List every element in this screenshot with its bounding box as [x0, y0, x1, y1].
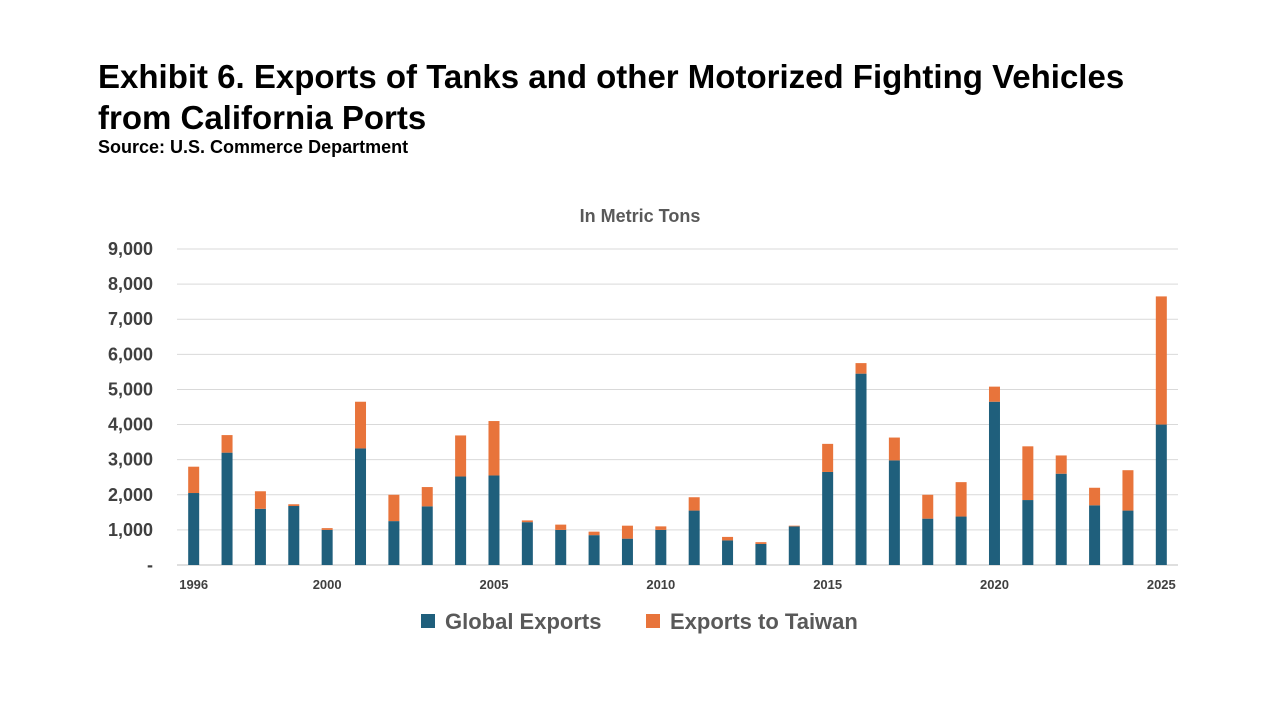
y-tick-label: 7,000: [108, 309, 153, 329]
bar-exports-to-taiwan-2004: [455, 435, 467, 477]
bar-exports-to-taiwan-2009: [621, 525, 633, 539]
bar-exports-to-taiwan-2011: [688, 497, 700, 511]
bar-global-exports-2008: [588, 535, 600, 565]
bar-exports-to-taiwan-2017: [888, 437, 900, 461]
bar-exports-to-taiwan-2024: [1122, 470, 1134, 511]
bar-global-exports-2017: [888, 460, 900, 565]
bar-global-exports-2006: [521, 522, 533, 565]
bar-global-exports-2011: [688, 510, 700, 565]
y-tick-label: 8,000: [108, 274, 153, 294]
bar-exports-to-taiwan-2006: [521, 520, 533, 523]
bar-global-exports-2023: [1089, 505, 1101, 565]
x-tick-label: 2020: [980, 577, 1009, 592]
bar-global-exports-2025: [1155, 424, 1167, 565]
bar-exports-to-taiwan-2022: [1055, 455, 1067, 474]
bar-exports-to-taiwan-2000: [321, 528, 333, 530]
bar-exports-to-taiwan-2010: [655, 526, 667, 530]
x-tick-label: 2015: [813, 577, 842, 592]
bar-exports-to-taiwan-2023: [1089, 487, 1101, 506]
gridlines: [177, 248, 1178, 566]
y-tick-label: 2,000: [108, 485, 153, 505]
y-tick-label: 3,000: [108, 450, 153, 470]
bar-exports-to-taiwan-2002: [388, 494, 400, 522]
bar-exports-to-taiwan-2020: [988, 386, 1000, 402]
x-tick-label: 1996: [179, 577, 208, 592]
bar-global-exports-2004: [455, 476, 467, 565]
x-tick-label: 2010: [646, 577, 675, 592]
bar-exports-to-taiwan-2021: [1022, 446, 1034, 501]
bar-exports-to-taiwan-1998: [254, 491, 266, 509]
bar-exports-to-taiwan-1999: [288, 504, 300, 507]
legend-swatch-exports-to-taiwan: [646, 614, 660, 628]
bar-global-exports-2024: [1122, 510, 1134, 565]
y-tick-label: 1,000: [108, 520, 153, 540]
chart-subtitle: In Metric Tons: [580, 206, 701, 226]
bar-global-exports-2018: [922, 518, 934, 565]
bar-exports-to-taiwan-2025: [1155, 296, 1167, 425]
bar-global-exports-2020: [988, 401, 1000, 565]
bar-global-exports-2010: [655, 529, 667, 565]
chart-title: Exhibit 6. Exports of Tanks and other Mo…: [98, 58, 1125, 136]
legend-label-global-exports: Global Exports: [445, 609, 601, 634]
x-tick-label: 2025: [1147, 577, 1176, 592]
bar-global-exports-1998: [254, 508, 266, 565]
bar-global-exports-2000: [321, 529, 333, 565]
x-tick-label: 2005: [480, 577, 509, 592]
bar-global-exports-2005: [488, 475, 500, 565]
bar-exports-to-taiwan-2007: [555, 524, 567, 530]
bar-global-exports-2019: [955, 516, 967, 565]
bar-global-exports-1996: [188, 493, 200, 565]
chart-source: Source: U.S. Commerce Department: [98, 137, 409, 157]
bar-exports-to-taiwan-2001: [355, 401, 367, 449]
bar-global-exports-2022: [1055, 473, 1067, 565]
bar-global-exports-1999: [288, 506, 300, 565]
bar-global-exports-2013: [755, 543, 767, 565]
bar-global-exports-2012: [722, 540, 734, 565]
bar-exports-to-taiwan-2008: [588, 531, 600, 536]
legend-swatch-global-exports: [421, 614, 435, 628]
bar-exports-to-taiwan-2015: [822, 443, 834, 472]
y-tick-label: 5,000: [108, 379, 153, 399]
bar-global-exports-2014: [788, 526, 800, 565]
x-axis: 1996 2000 2005 2010 2015 2020 2025: [179, 577, 1176, 592]
bar-exports-to-taiwan-2013: [755, 542, 767, 544]
bar-global-exports-2016: [855, 373, 867, 565]
bar-global-exports-2001: [355, 448, 367, 565]
bar-global-exports-2007: [555, 529, 567, 565]
bar-exports-to-taiwan-1996: [188, 466, 200, 494]
bar-exports-to-taiwan-2019: [955, 482, 967, 517]
bar-exports-to-taiwan-1997: [221, 435, 233, 453]
bar-global-exports-2003: [421, 506, 433, 565]
bar-exports-to-taiwan-2016: [855, 363, 867, 374]
bar-global-exports-2021: [1022, 500, 1034, 565]
bar-exports-to-taiwan-2012: [722, 536, 734, 541]
legend: Global Exports Exports to Taiwan: [421, 609, 858, 634]
legend-label-exports-to-taiwan: Exports to Taiwan: [670, 609, 858, 634]
bar-exports-to-taiwan-2014: [788, 525, 800, 527]
bar-exports-to-taiwan-2003: [421, 487, 433, 507]
y-tick-label: -: [147, 555, 153, 575]
y-tick-label: 9,000: [108, 239, 153, 259]
bar-exports-to-taiwan-2005: [488, 421, 500, 476]
bar-global-exports-1997: [221, 452, 233, 565]
y-tick-label: 6,000: [108, 344, 153, 364]
bar-global-exports-2002: [388, 521, 400, 565]
x-tick-label: 2000: [313, 577, 342, 592]
y-tick-label: 4,000: [108, 415, 153, 435]
bar-global-exports-2015: [822, 471, 834, 565]
bar-global-exports-2009: [621, 538, 633, 565]
y-axis: - 1,000 2,000 3,000 4,000 5,000 6,000 7,000 8,00…: [108, 239, 153, 575]
bars: [188, 296, 1167, 565]
bar-exports-to-taiwan-2018: [922, 494, 934, 519]
